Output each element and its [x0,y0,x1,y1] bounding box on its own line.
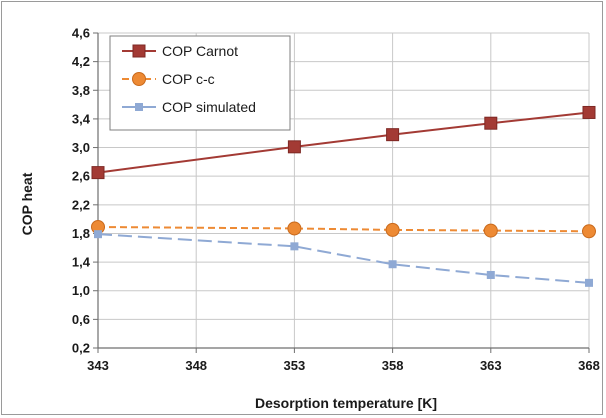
legend: COP Carnot COP c-c COP simulated [109,35,291,131]
y-axis-title: COP heat [19,172,35,235]
data-point [290,242,299,251]
series-layer [91,105,596,287]
data-point [287,221,302,236]
data-point [483,223,498,238]
data-point [386,128,400,142]
axes [93,32,590,353]
data-point [94,230,102,239]
y-tick-label: 1,8 [72,226,90,241]
data-point [388,260,397,269]
x-axis-title: Desorption temperature [K] [255,395,437,411]
legend-label: COP c-c [162,71,215,87]
data-point [582,105,596,119]
series-3 [94,230,593,287]
x-tick-label: 348 [185,358,207,373]
series-line [97,233,590,284]
x-tick-label: 353 [284,358,306,373]
legend-marker [132,72,146,86]
y-tick-label: 1,0 [72,283,90,298]
data-point [91,166,105,180]
y-tick-label: 4,2 [72,54,90,69]
data-point [484,116,498,130]
data-point [486,270,495,279]
y-tick-label: 0,2 [72,341,90,356]
x-tick-label: 368 [578,358,600,373]
data-point [287,140,301,154]
tick-labels: 0,2 0,6 1,0 1,4 1,8 2,2 2,6 3,0 3,4 3,8 4,2 4,6 343 3… [72,26,600,374]
series-2 [91,220,596,239]
y-tick-label: 4,6 [72,26,90,41]
y-tick-label: 3,0 [72,140,90,155]
legend-label: COP Carnot [162,43,238,59]
series-line [97,226,590,233]
data-point [385,222,400,237]
y-tick-label: 3,8 [72,83,90,98]
legend-marker [132,44,146,58]
y-tick-label: 1,4 [72,255,91,270]
data-point [582,224,596,239]
x-tick-label: 343 [87,358,109,373]
data-point [585,278,593,287]
y-tick-label: 2,2 [72,197,90,212]
y-tick-label: 0,6 [72,312,90,327]
legend-marker [135,103,143,111]
y-tick-label: 2,6 [72,169,90,184]
legend-label: COP simulated [162,99,256,115]
x-tick-label: 363 [480,358,502,373]
x-tick-label: 358 [382,358,404,373]
series-1 [91,105,596,180]
y-tick-label: 3,4 [72,111,91,126]
